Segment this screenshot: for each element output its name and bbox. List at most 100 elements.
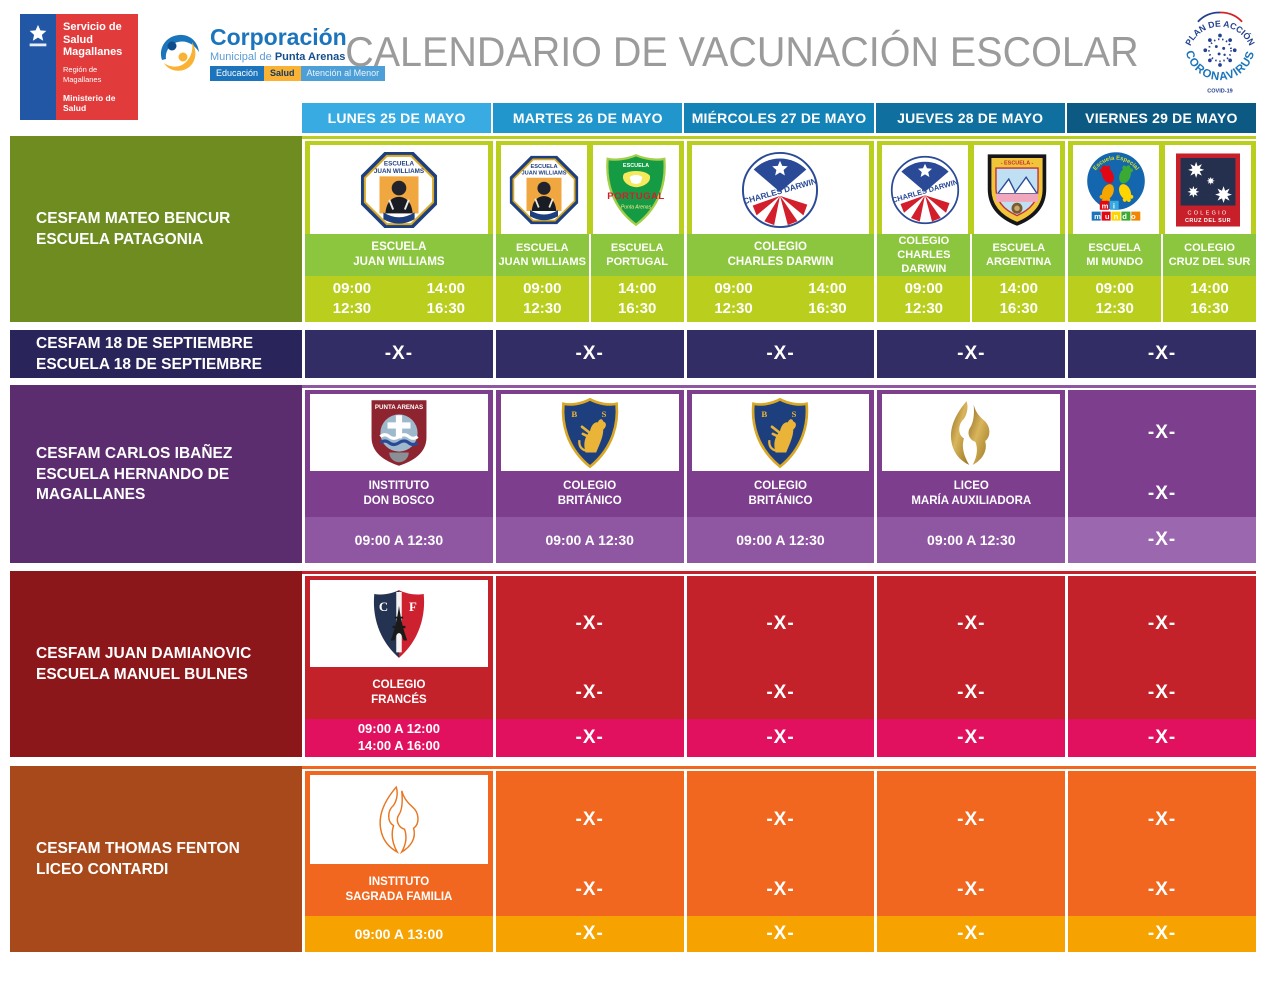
logo-cell — [1165, 145, 1251, 234]
gobierno-text-panel: Servicio de Salud Magallanes Región de M… — [56, 14, 138, 120]
gobierno-emblem-panel — [20, 14, 56, 120]
colegio-charles-darwin-logo — [890, 155, 960, 225]
row-label: CESFAM THOMAS FENTON LICEO CONTARDI — [10, 766, 302, 952]
gov-ministry-line: Ministerio de — [63, 93, 116, 104]
no-session-mark: -X- — [384, 343, 414, 364]
page-title: CALENDARIO DE VACUNACIÓN ESCOLAR — [345, 28, 1139, 75]
no-session-mark: -X- — [766, 612, 795, 634]
no-session-mark: -X- — [957, 612, 986, 634]
cell-jueves: -X- -X- -X- — [874, 771, 1066, 952]
cell-lunes: COLEGIO FRANCÉS 09:00 A 12:00 14:00 A 16:0… — [302, 576, 493, 757]
cell-viernes: -X- -X- -X- — [1065, 390, 1256, 563]
cell-miercoles: COLEGIO BRITÁNICO 09:00 A 12:30 — [683, 390, 875, 563]
svg-text:COVID-19: COVID-19 — [1207, 89, 1232, 95]
day-header-martes: MARTES 26 DE MAYO — [491, 103, 683, 133]
escuela-juan-williams-logo — [509, 155, 579, 225]
no-session-mark: -X- — [957, 343, 986, 364]
logo-cell — [691, 145, 870, 234]
cell-jueves: -X- -X- -X- — [874, 576, 1066, 757]
colegio-britanico-logo — [559, 397, 621, 469]
time-cell: 09:00 A 12:30 — [927, 532, 1016, 548]
colegio-charles-darwin-logo — [741, 151, 819, 229]
colegio-britanico-logo — [749, 397, 811, 469]
no-session-mark: -X- — [957, 879, 986, 900]
cell-miercoles: -X- -X- -X- — [683, 576, 875, 757]
corporacion-banner: Educación Salud Atención al Menor — [210, 66, 386, 81]
liceo-maria-auxiliadora-logo — [940, 397, 1002, 469]
no-session-mark: -X- — [575, 612, 604, 634]
no-session-mark: -X- — [1147, 682, 1177, 703]
cell-lunes: INSTITUTO DON BOSCO 09:00 A 12:30 — [302, 390, 493, 563]
cell-jueves: COLEGIO CHARLES DARWIN ESCUELA ARGENTINA 0… — [874, 141, 1066, 322]
no-session-mark: -X- — [1147, 923, 1177, 944]
time-cell: 09:00 12:30 — [523, 279, 562, 317]
no-session-mark: -X- — [575, 682, 604, 703]
no-session-mark: -X- — [1068, 517, 1256, 563]
day-header-miercoles: MIÉRCOLES 27 DE MAYO — [682, 103, 874, 133]
colegio-cruz-del-sur-logo — [1176, 153, 1240, 227]
logo-cell — [310, 145, 488, 234]
gov-line: Magallanes — [63, 46, 123, 59]
no-session-mark: -X- — [957, 727, 986, 748]
logo-cell — [500, 145, 587, 234]
cell-martes: -X- -X- -X- — [492, 576, 684, 757]
no-session-mark: -X- — [1147, 483, 1177, 504]
school-label: ESCUELA JUAN WILLIAMS — [498, 241, 586, 268]
logo-cell — [691, 394, 870, 471]
cell-martes: -X- -X- -X- — [492, 771, 684, 952]
no-session-mark: -X- — [1147, 808, 1177, 830]
school-name: ESCUELA HERNANDO DE MAGALLANES — [36, 466, 230, 503]
gov-region-line: Magallanes — [63, 74, 102, 84]
corporacion-name: Corporación — [210, 24, 347, 50]
corporacion-city: Punta Arenas — [274, 51, 346, 63]
time-cell: 09:00 A 13:00 — [354, 926, 444, 942]
logo-cell — [310, 775, 488, 864]
school-label: ESCUELA ARGENTINA — [970, 234, 1065, 276]
chile-coat-of-arms-icon — [29, 24, 47, 47]
row-label: CESFAM MATEO BENCUR ESCUELA PATAGONIA — [10, 136, 302, 322]
row-accent-strip — [302, 766, 1256, 769]
no-session-mark: -X- — [1147, 612, 1177, 634]
cell-viernes: -X- — [1065, 330, 1256, 378]
no-session-mark: -X- — [575, 923, 604, 944]
no-session-mark: -X- — [766, 923, 795, 944]
cesfam-name: CESFAM JUAN DAMIANOVIC — [36, 644, 252, 662]
no-session-mark: -X- — [575, 808, 604, 830]
cell-miercoles: -X- -X- -X- — [683, 771, 875, 952]
corporacion-icon — [153, 27, 201, 75]
banner-salud: Salud — [264, 66, 301, 81]
school-name: ESCUELA PATAGONIA — [36, 231, 204, 248]
school-label: COLEGIO BRITÁNICO — [557, 480, 622, 507]
school-label: COLEGIO BRITÁNICO — [748, 480, 813, 507]
logo-cell — [500, 394, 679, 471]
time-cell: 09:00 12:30 — [904, 279, 944, 317]
row-cesfam-18-septiembre: CESFAM 18 DE SEPTIEMBRE ESCUELA 18 DE SE… — [10, 330, 1256, 378]
school-label: ESCUELA JUAN WILLIAMS — [353, 241, 445, 268]
escuela-argentina-logo — [985, 153, 1049, 227]
colegio-frances-logo — [367, 587, 431, 661]
cell-martes: ESCUELA JUAN WILLIAMS ESCUELA PORTUGAL 09:… — [492, 141, 684, 322]
school-name: ESCUELA 18 DE SEPTIEMBRE — [36, 356, 262, 373]
cell-martes: -X- — [492, 330, 684, 378]
no-session-mark: -X- — [575, 879, 604, 900]
time-cell: 09:00 12:30 — [1095, 279, 1134, 317]
no-session-mark: -X- — [766, 879, 795, 900]
escuela-juan-williams-logo — [360, 151, 438, 229]
no-session-mark: -X- — [766, 682, 795, 703]
banner-atencion: Atención al Menor — [300, 66, 386, 81]
gov-ministry-line: Salud — [63, 103, 87, 114]
row-cesfam-thomas-fenton: CESFAM THOMAS FENTON LICEO CONTARDI INST… — [10, 766, 1256, 952]
time-cell: 14:00 16:30 — [1161, 276, 1256, 322]
time-cell: 09:00 A 12:30 — [354, 532, 444, 548]
instituto-don-bosco-logo — [368, 397, 430, 469]
no-session-mark: -X- — [1147, 727, 1177, 748]
no-session-mark: -X- — [957, 923, 986, 944]
cell-lunes: -X- — [302, 330, 493, 378]
row-label: CESFAM JUAN DAMIANOVIC ESCUELA MANUEL BU… — [10, 571, 302, 757]
svg-text:PLAN DE ACCIÓN: PLAN DE ACCIÓN — [1183, 18, 1257, 47]
no-session-mark: -X- — [957, 808, 986, 830]
cesfam-name: CESFAM THOMAS FENTON — [36, 839, 240, 857]
time-cell: 09:00 12:30 14:00 16:30 — [332, 279, 466, 317]
no-session-mark: -X- — [766, 343, 795, 364]
time-cell: 14:00 16:30 — [970, 276, 1065, 322]
